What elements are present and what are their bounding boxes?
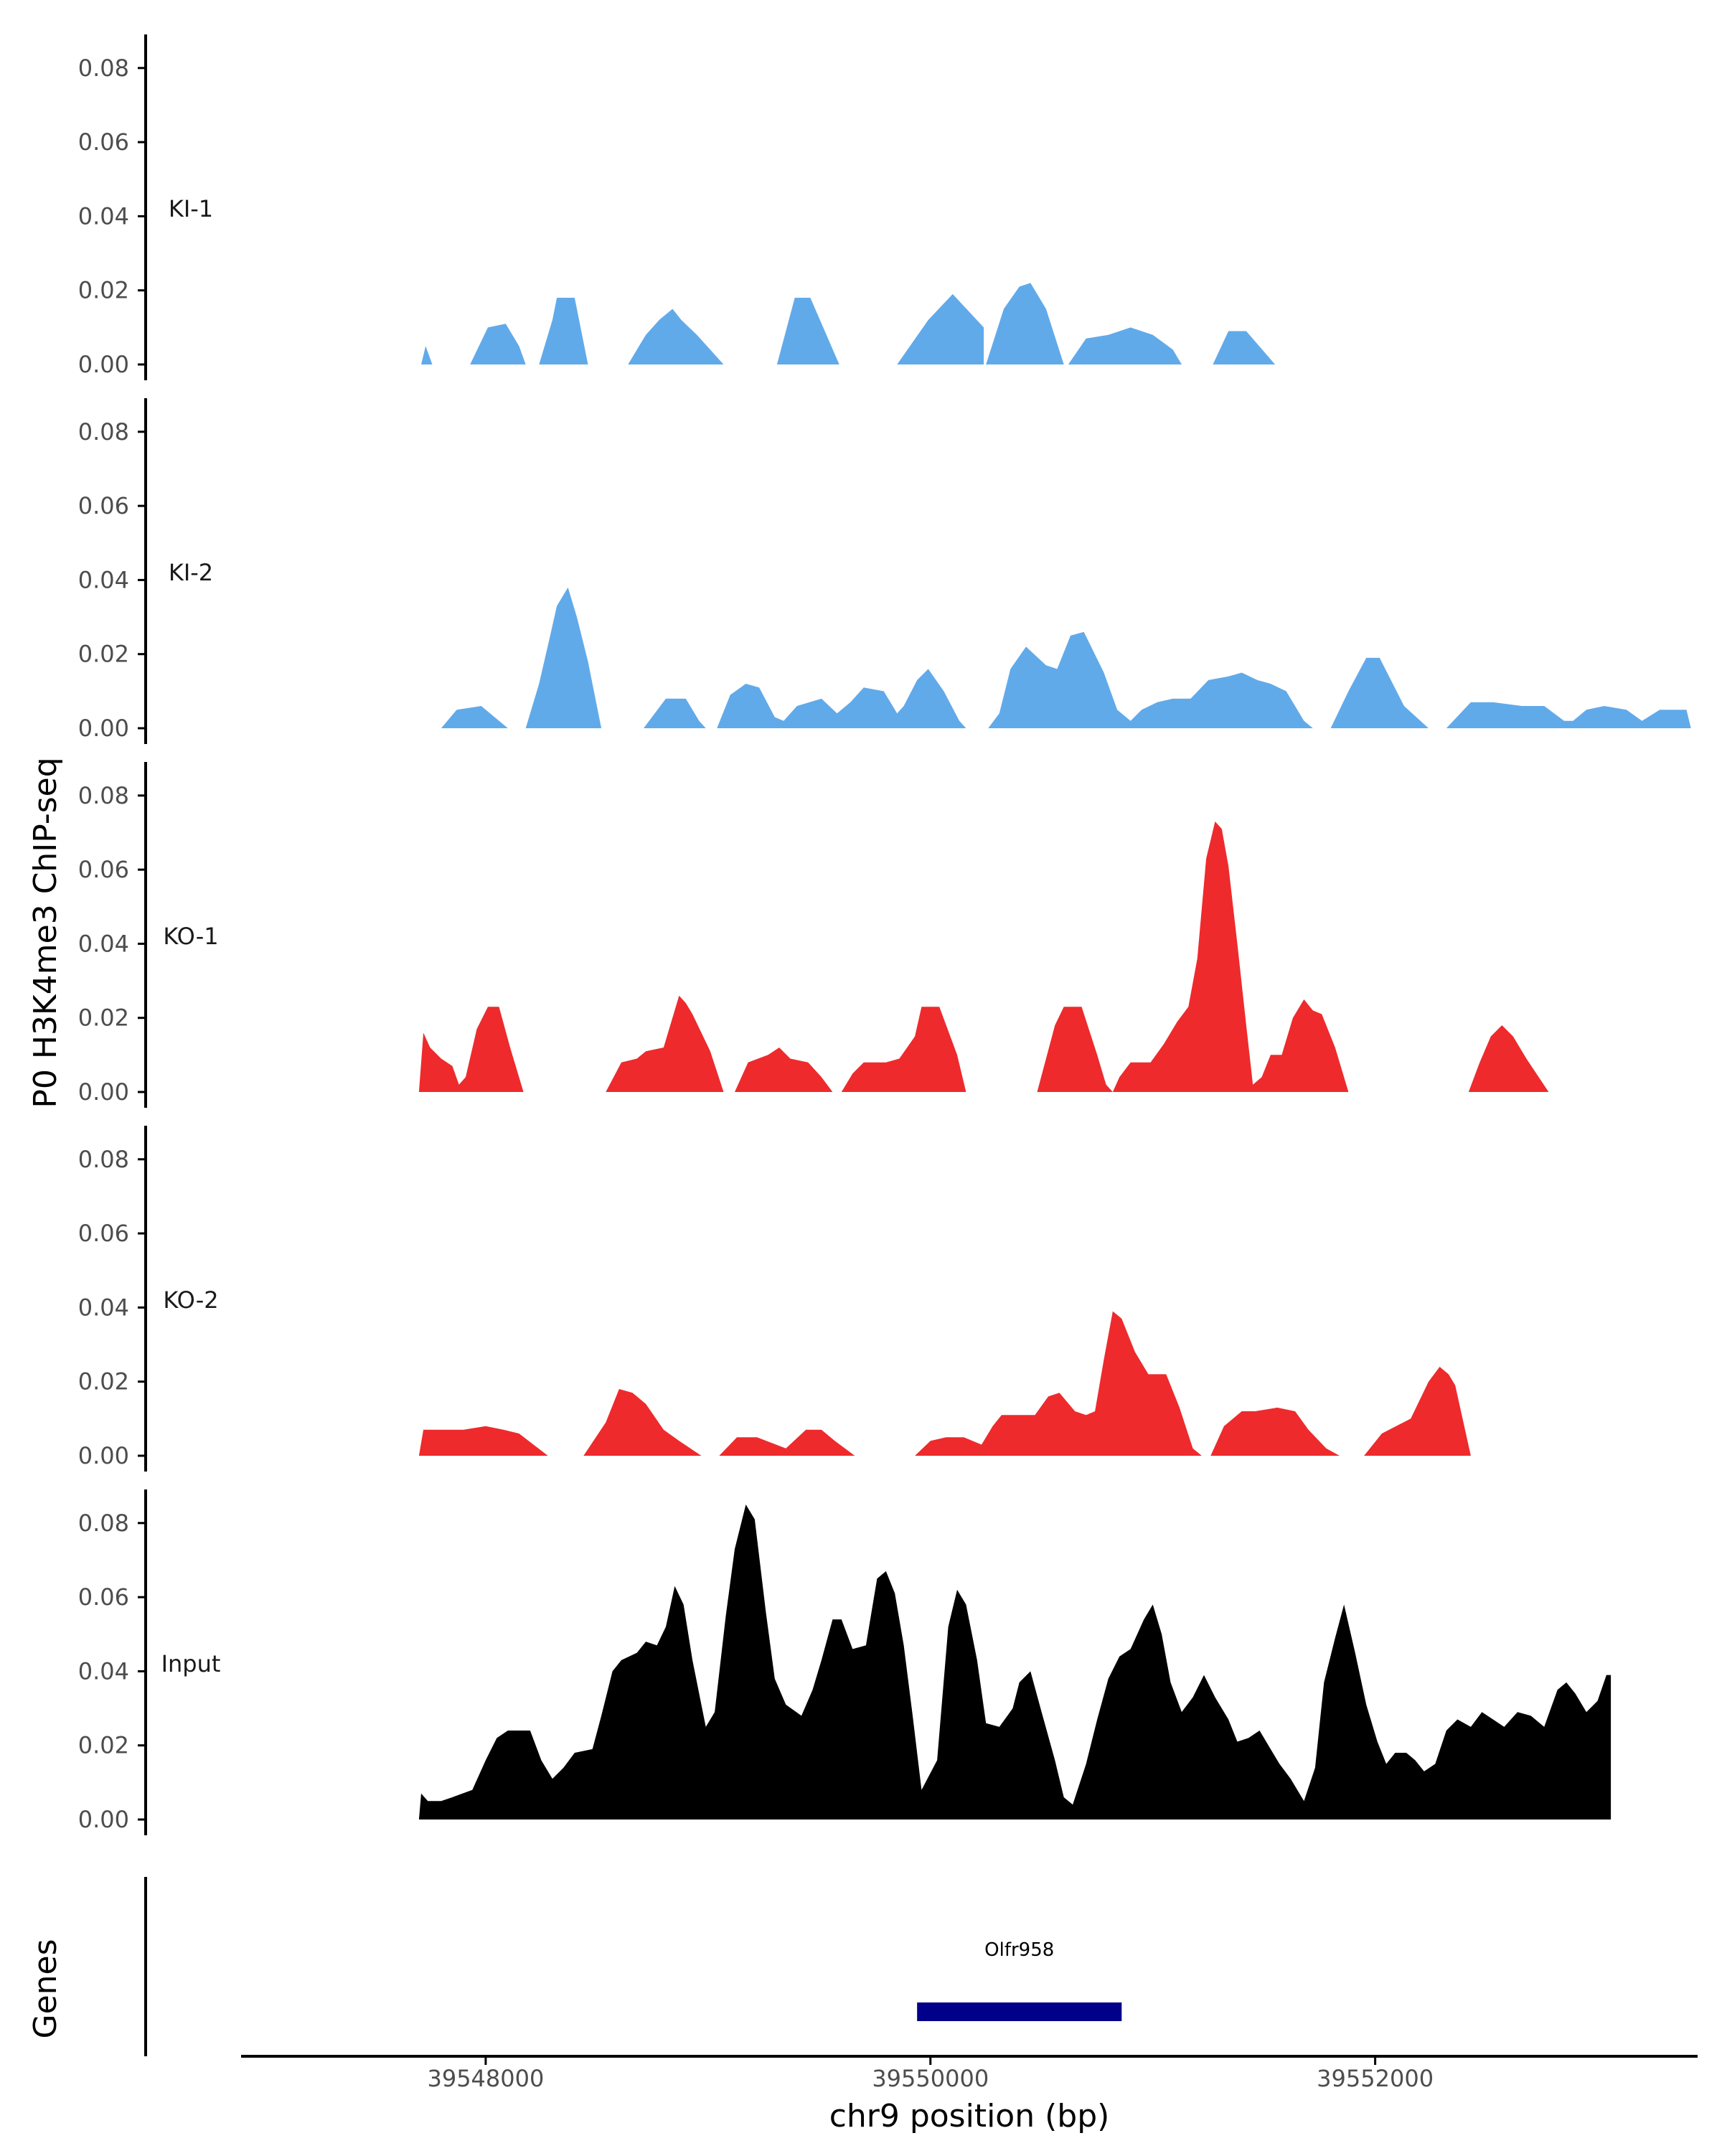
x-tick-label: 39548000	[427, 2065, 544, 2092]
y-tick-label: 0.02	[78, 277, 129, 304]
y-tick-label: 0.00	[78, 1078, 129, 1106]
track-panel-ko-2: 0.00 0.02 0.04 0.06 0.08 KO-2	[78, 1126, 1471, 1472]
y-tick-label: 0.04	[78, 930, 129, 957]
track-label: KO-2	[163, 1286, 218, 1314]
signal-area-ki-1	[421, 283, 1276, 364]
y-tick-label: 0.04	[78, 202, 129, 230]
y-tick-label: 0.02	[78, 1368, 129, 1395]
y-tick-label: 0.06	[78, 856, 129, 883]
signal-area-ko-1	[418, 822, 1549, 1092]
genes-panel-title: Genes	[27, 1939, 64, 2038]
y-tick-label: 0.04	[78, 566, 129, 593]
y-tick-label: 0.08	[78, 782, 129, 809]
y-tick-label: 0.06	[78, 1583, 129, 1611]
signal-area-ki-2	[441, 587, 1691, 728]
genes-panel: Genes Olfr958	[27, 1877, 1122, 2056]
y-tick-label: 0.02	[78, 641, 129, 668]
gene-bar-olfr958	[917, 2002, 1122, 2021]
y-tick-label: 0.08	[78, 418, 129, 446]
y-tick-label: 0.00	[78, 351, 129, 378]
gene-label: Olfr958	[984, 1939, 1054, 1961]
y-tick-label: 0.08	[78, 1146, 129, 1173]
tracks-layer: 0.00 0.02 0.04 0.06 0.08 KI-1 0.00 0.02 0.04 0.06…	[78, 34, 1691, 1835]
x-axis: chr9 position (bp) 39548000 39550000 39552…	[241, 2055, 1698, 2134]
y-tick-label: 0.08	[78, 55, 129, 82]
y-tick-label: 0.04	[78, 1657, 129, 1685]
y-tick-label: 0.00	[78, 1442, 129, 1469]
y-tick-label: 0.02	[78, 1004, 129, 1032]
y-tick-label: 0.04	[78, 1294, 129, 1321]
y-tick-label: 0.06	[78, 128, 129, 156]
track-panel-ko-1: 0.00 0.02 0.04 0.06 0.08 KO-1	[78, 762, 1549, 1108]
y-tick-label: 0.08	[78, 1510, 129, 1537]
track-panel-ki-1: 0.00 0.02 0.04 0.06 0.08 KI-1	[78, 34, 1276, 380]
y-axis-title: P0 H3K4me3 ChIP-seq	[27, 757, 64, 1108]
y-tick-label: 0.06	[78, 492, 129, 519]
x-tick-label: 39552000	[1317, 2065, 1434, 2092]
x-axis-title: chr9 position (bp)	[829, 2098, 1110, 2134]
signal-area-ko-2	[418, 1311, 1471, 1456]
x-tick-label: 39550000	[872, 2065, 989, 2092]
signal-area-input	[418, 1505, 1612, 1820]
y-tick-label: 0.02	[78, 1732, 129, 1759]
track-label: KO-1	[163, 923, 218, 950]
track-panel-input: 0.00 0.02 0.04 0.06 0.08 Input	[78, 1489, 1612, 1835]
track-panel-ki-2: 0.00 0.02 0.04 0.06 0.08 KI-2	[78, 398, 1691, 744]
track-label: Input	[161, 1650, 221, 1677]
y-tick-label: 0.00	[78, 1806, 129, 1833]
y-tick-label: 0.00	[78, 715, 129, 742]
track-label: KI-2	[169, 559, 213, 586]
y-tick-label: 0.06	[78, 1220, 129, 1247]
track-label: KI-1	[169, 195, 213, 222]
